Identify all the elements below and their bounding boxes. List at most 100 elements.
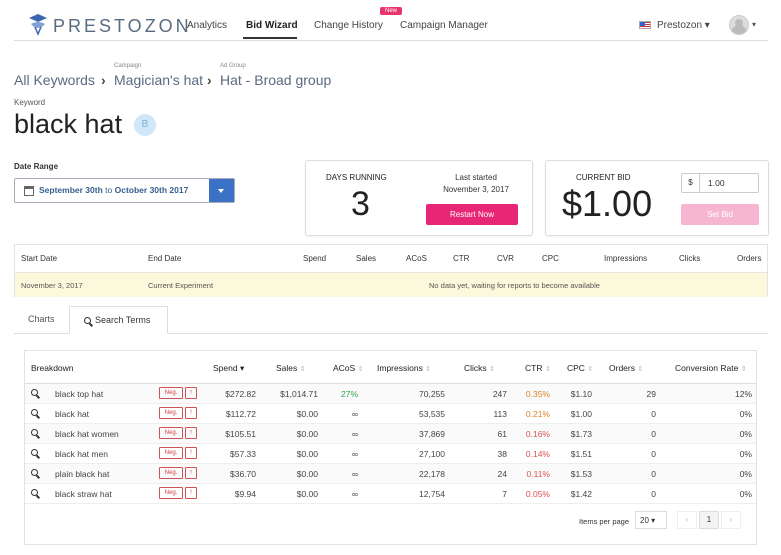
cell-conversion-rate: 0% bbox=[739, 489, 752, 499]
chevron-down-icon[interactable]: ▾ bbox=[752, 20, 757, 29]
tab-charts[interactable]: Charts bbox=[28, 314, 55, 324]
cell-spend: $57.33 bbox=[230, 449, 256, 459]
brand-name[interactable]: PRESTOZON bbox=[53, 16, 192, 36]
arrow-up-icon[interactable]: ↑ bbox=[185, 447, 197, 459]
col-cpc-sortable[interactable]: CPC ⇕ bbox=[567, 363, 594, 373]
cell-acos: ∞ bbox=[351, 409, 358, 419]
date-dropdown-button[interactable] bbox=[209, 179, 234, 202]
chevron-right-icon: › bbox=[101, 72, 106, 88]
arrow-up-icon[interactable]: ↑ bbox=[185, 487, 197, 499]
cell-orders: 0 bbox=[651, 449, 656, 459]
cell-ctr: 0.11% bbox=[526, 469, 550, 479]
cell-conversion-rate: 0% bbox=[739, 429, 752, 439]
cell-impressions: 37,869 bbox=[419, 429, 445, 439]
search-icon[interactable] bbox=[31, 389, 38, 396]
experiment-status-message: No data yet, waiting for reports to beco… bbox=[429, 281, 600, 290]
table-row: black hat Neg. ↑ $112.72 $0.00 ∞ 53,535 113 0.21… bbox=[25, 404, 756, 424]
table-row: black hat women Neg. ↑ $105.51 $0.00 ∞ 37,869 6… bbox=[25, 424, 756, 444]
cell-acos: ∞ bbox=[351, 469, 358, 479]
cell-conversion-rate: 0% bbox=[739, 449, 752, 459]
cell-cpc: $1.42 bbox=[570, 489, 592, 499]
table-row: black top hat Neg. ↑ $272.82 $1,014.71 27% 70,… bbox=[25, 384, 756, 404]
arrow-up-icon[interactable]: ↑ bbox=[185, 427, 197, 439]
col-impressions-sortable[interactable]: Impressions ⇕ bbox=[377, 363, 432, 373]
search-term: plain black hat bbox=[55, 469, 110, 479]
calendar-icon bbox=[24, 186, 34, 196]
cell-conversion-rate: 0% bbox=[739, 469, 752, 479]
items-per-page-select[interactable]: 20 ▾ bbox=[635, 511, 667, 529]
page-title: black hat bbox=[14, 109, 123, 139]
cell-orders: 0 bbox=[651, 489, 656, 499]
col-end-date: End Date bbox=[148, 254, 182, 263]
experiment-row: November 3, 2017 Current Experiment No d… bbox=[15, 273, 767, 297]
col-start-date: Start Date bbox=[21, 254, 58, 263]
current-bid-value: $1.00 bbox=[562, 183, 653, 224]
breadcrumb-campaign[interactable]: Magician's hat bbox=[114, 72, 204, 88]
cell-ctr: 0.16% bbox=[525, 429, 550, 439]
restart-now-button[interactable]: Restart Now bbox=[426, 204, 518, 225]
cell-orders: 0 bbox=[651, 469, 656, 479]
negate-button[interactable]: Neg. bbox=[159, 427, 183, 439]
col-acos-sortable[interactable]: ACoS ⇕ bbox=[333, 363, 364, 373]
cell-sales: $0.00 bbox=[296, 469, 318, 479]
col-cvr: CVR bbox=[497, 254, 514, 263]
negate-button[interactable]: Neg. bbox=[159, 387, 183, 399]
negate-button[interactable]: Neg. bbox=[159, 487, 183, 499]
nav-campaign-manager[interactable]: Campaign Manager bbox=[400, 20, 488, 31]
search-icon[interactable] bbox=[31, 469, 38, 476]
cell-ctr: 0.35% bbox=[525, 389, 550, 399]
tabs-divider bbox=[14, 333, 768, 334]
cell-conversion-rate: 0% bbox=[739, 409, 752, 419]
keyword-label: Keyword bbox=[14, 98, 46, 107]
cell-impressions: 27,100 bbox=[419, 449, 445, 459]
currency-prefix: $ bbox=[682, 174, 700, 192]
set-bid-button[interactable]: Set Bid bbox=[681, 204, 759, 225]
cell-spend: $9.94 bbox=[234, 489, 256, 499]
col-spend-sortable[interactable]: Spend ▾ bbox=[213, 363, 245, 373]
prev-page-button[interactable]: ‹ bbox=[677, 511, 697, 529]
cell-conversion-rate: 12% bbox=[734, 389, 752, 399]
prestozon-logo-icon[interactable] bbox=[26, 12, 50, 36]
us-flag-icon bbox=[639, 21, 651, 29]
cell-impressions: 70,255 bbox=[419, 389, 445, 399]
date-range-value: September 30th to October 30th 2017 bbox=[39, 185, 189, 195]
arrow-up-icon[interactable]: ↑ bbox=[185, 407, 197, 419]
search-icon[interactable] bbox=[31, 489, 38, 496]
nav-analytics[interactable]: Analytics bbox=[187, 20, 228, 31]
nav-change-history[interactable]: Change History bbox=[314, 20, 383, 31]
search-icon[interactable] bbox=[31, 409, 38, 416]
search-icon[interactable] bbox=[31, 429, 38, 436]
cell-clicks: 61 bbox=[497, 429, 507, 439]
cell-clicks: 247 bbox=[492, 389, 507, 399]
last-started-label: Last started bbox=[455, 173, 497, 182]
search-terms-table: Breakdown Spend ▾ Sales ⇕ ACoS ⇕ Impress… bbox=[24, 350, 757, 545]
tab-search-terms[interactable]: Search Terms bbox=[69, 306, 168, 334]
account-menu[interactable]: Prestozon ▾ bbox=[657, 20, 710, 31]
table-row: black straw hat Neg. ↑ $9.94 $0.00 ∞ 12,754 7 0.… bbox=[25, 484, 756, 504]
breadcrumb-all-keywords[interactable]: All Keywords bbox=[14, 72, 95, 88]
col-ctr-sortable[interactable]: CTR ⇕ bbox=[525, 363, 551, 373]
negate-button[interactable]: Neg. bbox=[159, 407, 183, 419]
col-clicks-sortable[interactable]: Clicks ⇕ bbox=[464, 363, 495, 373]
avatar[interactable] bbox=[729, 15, 749, 35]
next-page-button[interactable]: › bbox=[721, 511, 741, 529]
date-range-picker[interactable]: September 30th to October 30th 2017 bbox=[14, 178, 235, 203]
col-conversion-rate-sortable[interactable]: Conversion Rate ⇕ bbox=[675, 363, 747, 373]
nav-bid-wizard[interactable]: Bid Wizard bbox=[246, 20, 298, 31]
arrow-up-icon[interactable]: ↑ bbox=[185, 387, 197, 399]
negate-button[interactable]: Neg. bbox=[159, 467, 183, 479]
page-number-button[interactable]: 1 bbox=[699, 511, 719, 529]
negate-button[interactable]: Neg. bbox=[159, 447, 183, 459]
col-spend: Spend bbox=[303, 254, 327, 263]
search-icon[interactable] bbox=[31, 449, 38, 456]
last-started-date: November 3, 2017 bbox=[443, 185, 509, 194]
bid-input[interactable]: $ 1.00 bbox=[681, 173, 759, 193]
col-orders-sortable[interactable]: Orders ⇕ bbox=[609, 363, 644, 373]
search-icon bbox=[84, 317, 91, 324]
col-breakdown[interactable]: Breakdown bbox=[31, 363, 74, 373]
col-sales-sortable[interactable]: Sales ⇕ bbox=[276, 363, 306, 373]
days-running-value: 3 bbox=[351, 185, 370, 223]
arrow-up-icon[interactable]: ↑ bbox=[185, 467, 197, 479]
current-bid-card: CURRENT BID $1.00 $ 1.00 Set Bid bbox=[545, 160, 769, 236]
breadcrumb-adgroup[interactable]: Hat - Broad group bbox=[220, 72, 332, 88]
